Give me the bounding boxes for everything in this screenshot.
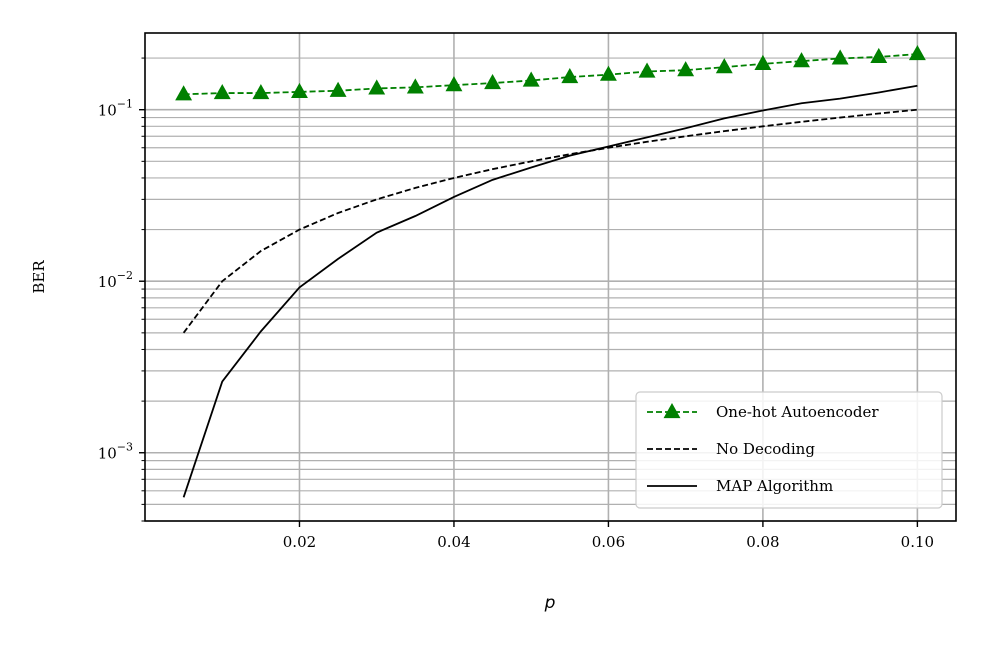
series-marker-0 xyxy=(908,45,926,61)
legend-label: MAP Algorithm xyxy=(716,477,833,495)
series-marker-0 xyxy=(715,58,733,74)
series-marker-0 xyxy=(368,79,386,95)
x-axis-title: p xyxy=(544,593,556,613)
y-tick-exponent: −3 xyxy=(117,441,133,454)
series-marker-0 xyxy=(406,78,424,94)
series-marker-0 xyxy=(522,71,540,87)
series-marker-0 xyxy=(870,47,888,64)
series-marker-0 xyxy=(175,85,193,101)
x-tick-label: 0.02 xyxy=(283,533,316,551)
y-tick-exponent: −2 xyxy=(117,269,133,282)
series-marker-0 xyxy=(213,84,231,100)
series-marker-0 xyxy=(831,49,849,65)
legend: One-hot Autoencoder No Decoding MAP Algori… xyxy=(635,391,943,509)
series-marker-0 xyxy=(677,61,695,77)
y-tick-exponent: −1 xyxy=(117,98,133,111)
series-marker-0 xyxy=(638,62,656,78)
y-tick-label: 10−2 xyxy=(98,269,133,291)
series-marker-0 xyxy=(252,84,270,100)
y-tick-base: 10 xyxy=(98,102,117,120)
legend-box xyxy=(635,391,943,509)
y-tick-base: 10 xyxy=(98,273,117,291)
series-marker-0 xyxy=(445,76,463,92)
legend-label: No Decoding xyxy=(716,440,815,458)
y-tick-label: 10−3 xyxy=(98,441,133,463)
series-line-2 xyxy=(182,84,918,498)
series-line-1 xyxy=(182,108,918,334)
series-marker-0 xyxy=(793,52,810,68)
series-marker-0 xyxy=(291,82,308,98)
y-tick-label: 10−1 xyxy=(98,98,133,120)
y-tick-base: 10 xyxy=(98,445,117,463)
legend-label: One-hot Autoencoder xyxy=(716,403,879,421)
series-marker-0 xyxy=(484,74,502,90)
series-marker-0 xyxy=(329,81,347,97)
y-axis-title: BER xyxy=(30,260,48,294)
x-tick-label: 0.08 xyxy=(746,533,779,551)
series-marker-0 xyxy=(599,65,617,81)
series-line-0 xyxy=(183,53,918,96)
series-marker-0 xyxy=(754,54,772,70)
x-tick-label: 0.06 xyxy=(592,533,625,551)
series-marker-0 xyxy=(561,68,579,84)
x-tick-label: 0.10 xyxy=(901,533,934,551)
series-group xyxy=(175,45,926,498)
plot-frame xyxy=(144,32,957,522)
x-tick-label: 0.04 xyxy=(437,533,470,551)
legend-swatch-marker xyxy=(663,402,681,419)
